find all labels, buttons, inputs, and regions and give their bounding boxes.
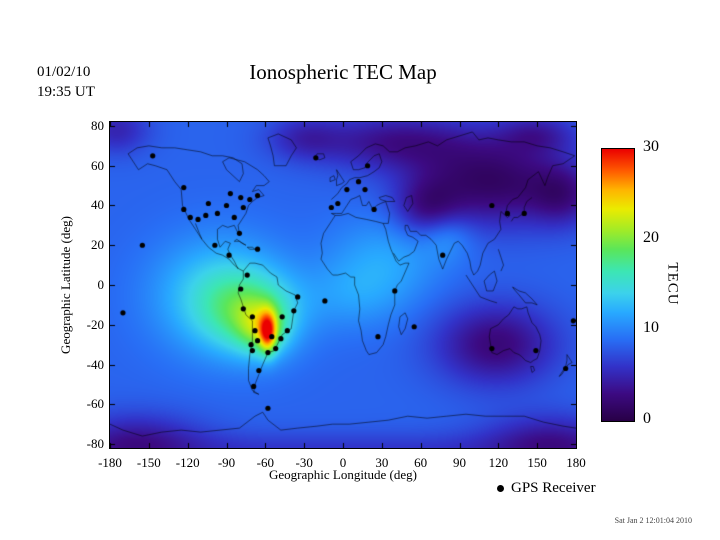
y-tick-label: 40 bbox=[91, 197, 104, 213]
colorbar-unit-label: TECU bbox=[664, 262, 681, 306]
plot-area bbox=[109, 121, 577, 449]
y-axis-label: Geographic Latitude (deg) bbox=[58, 216, 73, 354]
colorbar-tick-label: 10 bbox=[643, 319, 659, 337]
gps-receiver-legend: GPS Receiver bbox=[497, 480, 596, 497]
y-tick-label: 80 bbox=[91, 117, 104, 133]
observation-date: 01/02/10 bbox=[37, 64, 91, 80]
tec-heatmap-canvas bbox=[110, 122, 576, 448]
observation-datetime: 01/02/10 19:35 UT bbox=[37, 62, 95, 102]
chart-title: Ionospheric TEC Map bbox=[249, 60, 437, 84]
y-tick-label: -60 bbox=[86, 396, 104, 412]
colorbar-tick-label: 30 bbox=[643, 138, 659, 155]
colorbar-tick-label: 0 bbox=[643, 410, 651, 427]
observation-time: 19:35 UT bbox=[37, 84, 95, 100]
generation-timestamp: Sat Jan 2 12:01:04 2010 bbox=[614, 516, 692, 525]
y-tick-label: -80 bbox=[86, 436, 104, 452]
gps-receiver-dot-icon bbox=[497, 485, 504, 492]
colorbar-tick-label: 20 bbox=[643, 228, 659, 246]
tec-colorbar bbox=[601, 148, 635, 422]
y-tick-label: 60 bbox=[91, 157, 104, 173]
y-tick-label: -40 bbox=[86, 356, 104, 372]
x-axis-label: Geographic Longitude (deg) bbox=[268, 467, 417, 482]
gps-receiver-legend-label: GPS Receiver bbox=[511, 480, 596, 496]
